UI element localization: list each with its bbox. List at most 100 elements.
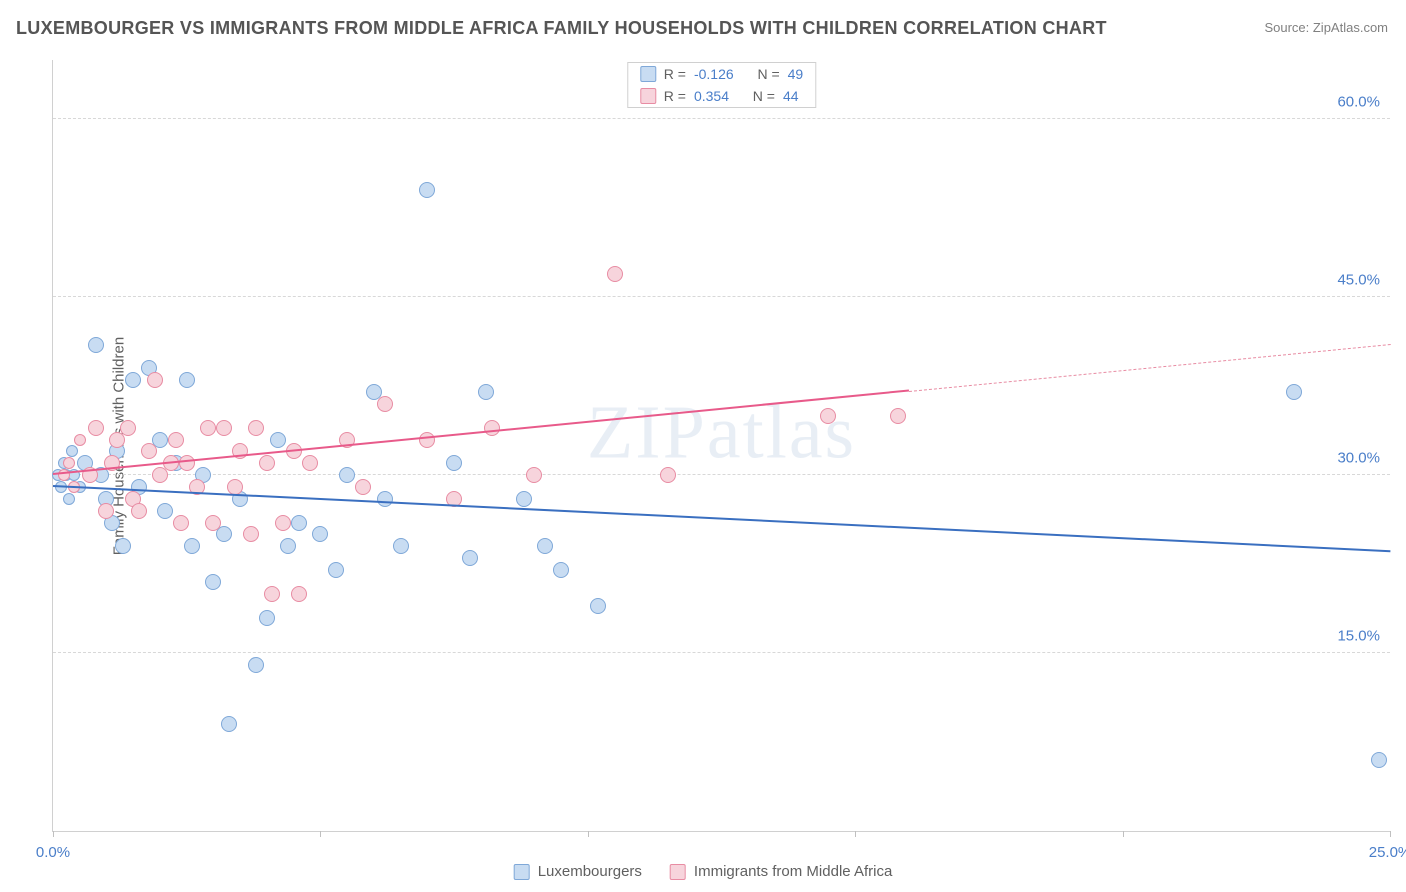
data-point bbox=[590, 598, 606, 614]
data-point bbox=[291, 586, 307, 602]
grid-line bbox=[53, 652, 1390, 653]
x-tick-label: 25.0% bbox=[1369, 844, 1406, 861]
data-point bbox=[280, 538, 296, 554]
data-point bbox=[179, 455, 195, 471]
chart-area: ZIPatlas R = -0.126 N = 49 R = 0.354 N = bbox=[52, 60, 1390, 832]
legend-stats-row-1: R = -0.126 N = 49 bbox=[628, 63, 815, 85]
source-attribution: Source: ZipAtlas.com bbox=[1264, 20, 1388, 35]
trend-line bbox=[53, 485, 1390, 552]
data-point bbox=[264, 586, 280, 602]
watermark: ZIPatlas bbox=[587, 389, 856, 476]
data-point bbox=[419, 182, 435, 198]
data-point bbox=[216, 420, 232, 436]
x-tick bbox=[1123, 831, 1124, 837]
data-point bbox=[141, 443, 157, 459]
data-point bbox=[446, 455, 462, 471]
data-point bbox=[339, 467, 355, 483]
data-point bbox=[248, 657, 264, 673]
data-point bbox=[131, 503, 147, 519]
data-point bbox=[88, 420, 104, 436]
r-label: R = bbox=[664, 66, 686, 82]
y-tick-label: 45.0% bbox=[1337, 272, 1380, 289]
n-label: N = bbox=[753, 88, 775, 104]
data-point bbox=[200, 420, 216, 436]
data-point bbox=[462, 550, 478, 566]
data-point bbox=[248, 420, 264, 436]
data-point bbox=[66, 445, 78, 457]
data-point bbox=[63, 493, 75, 505]
data-point bbox=[157, 503, 173, 519]
data-point bbox=[259, 610, 275, 626]
data-point bbox=[478, 384, 494, 400]
x-tick-label: 0.0% bbox=[36, 844, 70, 861]
data-point bbox=[377, 396, 393, 412]
swatch-legend-2 bbox=[670, 864, 686, 880]
grid-line bbox=[53, 296, 1390, 297]
y-tick-label: 15.0% bbox=[1337, 628, 1380, 645]
data-point bbox=[216, 526, 232, 542]
data-point bbox=[537, 538, 553, 554]
data-point bbox=[312, 526, 328, 542]
plot-region: ZIPatlas R = -0.126 N = 49 R = 0.354 N = bbox=[52, 60, 1390, 832]
legend-label-1: Luxembourgers bbox=[538, 863, 642, 880]
swatch-series-2 bbox=[640, 88, 656, 104]
data-point bbox=[660, 467, 676, 483]
chart-container: LUXEMBOURGER VS IMMIGRANTS FROM MIDDLE A… bbox=[0, 0, 1406, 892]
grid-line bbox=[53, 474, 1390, 475]
data-point bbox=[173, 515, 189, 531]
x-tick bbox=[588, 831, 589, 837]
legend-series: Luxembourgers Immigrants from Middle Afr… bbox=[514, 863, 893, 880]
data-point bbox=[275, 515, 291, 531]
data-point bbox=[243, 526, 259, 542]
data-point bbox=[890, 408, 906, 424]
data-point bbox=[393, 538, 409, 554]
data-point bbox=[184, 538, 200, 554]
legend-stats-row-2: R = 0.354 N = 44 bbox=[628, 85, 815, 107]
x-tick bbox=[855, 831, 856, 837]
legend-stats: R = -0.126 N = 49 R = 0.354 N = 44 bbox=[627, 62, 816, 108]
x-tick bbox=[1390, 831, 1391, 837]
grid-line bbox=[53, 118, 1390, 119]
chart-title: LUXEMBOURGER VS IMMIGRANTS FROM MIDDLE A… bbox=[16, 18, 1107, 39]
data-point bbox=[302, 455, 318, 471]
n-label: N = bbox=[757, 66, 779, 82]
data-point bbox=[820, 408, 836, 424]
legend-item-1: Luxembourgers bbox=[514, 863, 642, 880]
trend-line bbox=[53, 390, 909, 475]
data-point bbox=[1286, 384, 1302, 400]
data-point bbox=[516, 491, 532, 507]
n-value-2: 44 bbox=[783, 88, 799, 104]
data-point bbox=[484, 420, 500, 436]
data-point bbox=[553, 562, 569, 578]
legend-item-2: Immigrants from Middle Africa bbox=[670, 863, 892, 880]
data-point bbox=[328, 562, 344, 578]
data-point bbox=[63, 457, 75, 469]
data-point bbox=[526, 467, 542, 483]
trend-line bbox=[909, 344, 1390, 392]
data-point bbox=[205, 574, 221, 590]
data-point bbox=[179, 372, 195, 388]
data-point bbox=[88, 337, 104, 353]
data-point bbox=[1371, 752, 1387, 768]
x-tick bbox=[53, 831, 54, 837]
data-point bbox=[98, 503, 114, 519]
data-point bbox=[419, 432, 435, 448]
swatch-legend-1 bbox=[514, 864, 530, 880]
data-point bbox=[168, 432, 184, 448]
data-point bbox=[291, 515, 307, 531]
r-label: R = bbox=[664, 88, 686, 104]
data-point bbox=[270, 432, 286, 448]
y-tick-label: 30.0% bbox=[1337, 450, 1380, 467]
data-point bbox=[125, 372, 141, 388]
x-tick bbox=[320, 831, 321, 837]
data-point bbox=[259, 455, 275, 471]
n-value-1: 49 bbox=[788, 66, 804, 82]
r-value-2: 0.354 bbox=[694, 88, 729, 104]
data-point bbox=[147, 372, 163, 388]
y-tick-label: 60.0% bbox=[1337, 94, 1380, 111]
data-point bbox=[377, 491, 393, 507]
data-point bbox=[221, 716, 237, 732]
data-point bbox=[74, 434, 86, 446]
legend-label-2: Immigrants from Middle Africa bbox=[694, 863, 892, 880]
r-value-1: -0.126 bbox=[694, 66, 734, 82]
